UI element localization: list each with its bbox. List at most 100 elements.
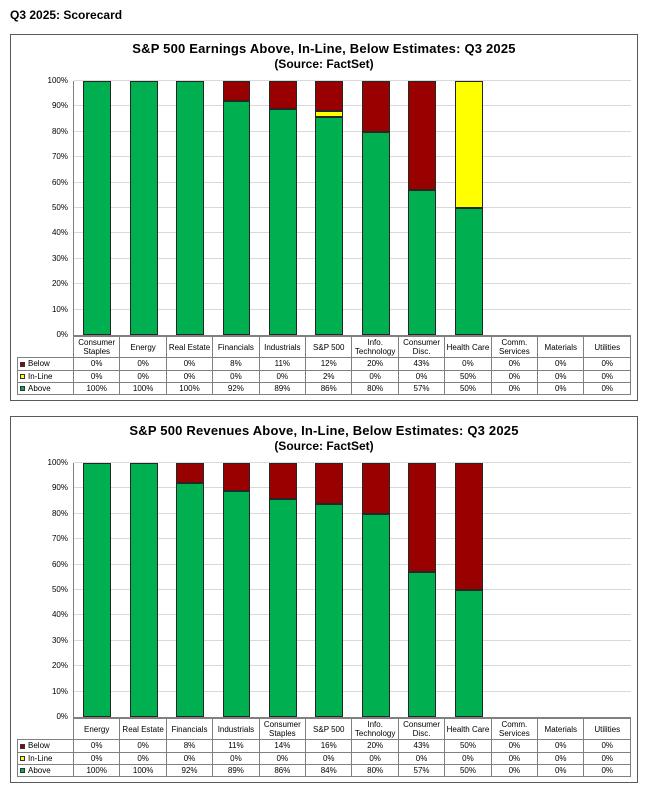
y-axis-tick-label: 20% xyxy=(51,661,68,671)
value-below-info-technology: 20% xyxy=(351,739,399,753)
category-header-comm-services: Comm. Services xyxy=(490,335,539,359)
bar-column-consumer-staples xyxy=(260,462,306,717)
y-axis-tick-label: 60% xyxy=(51,559,68,569)
bars-layer xyxy=(74,81,631,335)
bar-column-comm-services xyxy=(492,463,538,717)
gridline xyxy=(74,105,631,107)
value-below-utilities: 0% xyxy=(583,739,631,753)
gridline xyxy=(74,283,631,285)
category-header-utilities: Utilities xyxy=(583,335,631,359)
category-header-industrials: Industrials xyxy=(258,335,307,359)
bar-column-financials xyxy=(213,81,259,335)
value-below-info-technology: 20% xyxy=(351,357,399,371)
value-above-consumer-disc: 57% xyxy=(397,381,446,395)
value-below-materials: 0% xyxy=(537,739,585,753)
value-below-consumer-disc: 43% xyxy=(397,739,446,753)
category-header-energy: Energy xyxy=(119,335,167,359)
value-below-health-care: 50% xyxy=(444,739,492,753)
table-corner-cell xyxy=(18,337,74,358)
bar-segment-above-s-p-500 xyxy=(315,503,344,717)
value-in-line-utilities: 0% xyxy=(583,369,631,383)
bar-segment-above-consumer-disc xyxy=(408,572,437,717)
category-header-materials: Materials xyxy=(537,335,585,359)
bar-column-health-care xyxy=(445,462,491,717)
value-below-comm-services: 0% xyxy=(490,739,539,753)
bar-segment-below-industrials xyxy=(268,81,297,109)
value-above-utilities: 0% xyxy=(583,763,631,777)
gridline xyxy=(74,563,631,565)
bar-column-consumer-disc xyxy=(399,462,445,717)
value-above-utilities: 0% xyxy=(583,381,631,395)
value-above-s-p-500: 86% xyxy=(305,381,353,395)
bar-column-materials xyxy=(538,463,584,717)
bar-column-real-estate xyxy=(120,462,166,717)
bar-segment-above-health-care xyxy=(454,208,483,335)
gridline xyxy=(74,665,631,667)
bar-segment-above-consumer-staples xyxy=(268,498,297,717)
value-in-line-comm-services: 0% xyxy=(490,369,539,383)
earnings-scorecard-chart: S&P 500 Earnings Above, In-Line, Below E… xyxy=(10,34,638,401)
bar-column-financials xyxy=(167,462,213,717)
value-below-energy: 0% xyxy=(72,739,121,753)
category-header-consumer-staples: Consumer Staples xyxy=(258,717,307,741)
series-label-in-line: In-Line xyxy=(17,751,74,765)
chart-source-subtitle: (Source: FactSet) xyxy=(274,438,374,453)
value-above-s-p-500: 84% xyxy=(305,763,353,777)
scorecard-page: Q3 2025: Scorecard S&P 500 Earnings Abov… xyxy=(10,8,638,783)
value-in-line-industrials: 0% xyxy=(212,751,260,765)
bar-column-materials xyxy=(538,81,584,335)
bar-segment-above-health-care xyxy=(454,589,483,717)
y-axis-tick-label: 90% xyxy=(51,101,68,111)
series-row-above: Above 100% 100% 92% 89% 86% 84% 80% 57% 50% 0% 0% 0% xyxy=(17,763,631,777)
chart-title: S&P 500 Earnings Above, In-Line, Below E… xyxy=(132,41,516,56)
plot-area: 0% 10% 20% 30% 40% 50% 60% 70% 80% 90% 100% xyxy=(48,77,631,339)
bar-segment-below-financials xyxy=(176,462,204,484)
y-axis-tick-label: 0% xyxy=(56,330,68,339)
gridline xyxy=(74,614,631,616)
bar-segment-below-info-technology xyxy=(361,462,390,514)
series-row-below: Below 0% 0% 0% 8% 11% 12% 20% 43% 0% 0% 0% 0% xyxy=(17,357,631,371)
gridline xyxy=(74,207,631,208)
value-in-line-health-care: 0% xyxy=(444,751,492,765)
category-header-row: Consumer Staples Energy Real Estate Financi… xyxy=(18,335,631,359)
table-corner-cell xyxy=(18,718,74,739)
bar-segment-above-real-estate xyxy=(129,462,158,717)
value-above-real-estate: 100% xyxy=(119,763,167,777)
y-axis-tick-label: 50% xyxy=(51,584,68,594)
y-axis-tick-label: 70% xyxy=(51,152,68,162)
value-below-real-estate: 0% xyxy=(165,357,214,371)
value-below-utilities: 0% xyxy=(583,357,631,371)
chart-source-subtitle: (Source: FactSet) xyxy=(274,57,374,71)
category-header-consumer-disc: Consumer Disc. xyxy=(397,717,446,741)
y-axis-tick-label: 10% xyxy=(51,304,68,314)
gridline xyxy=(74,308,631,310)
value-below-comm-services: 0% xyxy=(490,357,539,371)
value-below-s-p-500: 16% xyxy=(305,739,353,753)
bar-segment-below-financials xyxy=(222,81,251,102)
value-in-line-s-p-500: 0% xyxy=(305,751,353,765)
bar-segment-above-consumer-disc xyxy=(408,190,437,335)
y-axis-tick-label: 80% xyxy=(51,126,68,136)
value-above-info-technology: 80% xyxy=(351,381,399,395)
value-in-line-materials: 0% xyxy=(537,369,585,383)
bar-segment-below-health-care xyxy=(454,462,483,590)
bar-column-industrials xyxy=(260,81,306,335)
y-axis-tick-label: 40% xyxy=(51,610,68,620)
category-header-health-care: Health Care xyxy=(444,717,492,741)
bar-segment-above-s-p-500 xyxy=(315,116,344,335)
bar-segment-below-consumer-disc xyxy=(408,462,437,573)
value-in-line-health-care: 50% xyxy=(444,369,492,383)
value-in-line-comm-services: 0% xyxy=(490,751,539,765)
bar-segment-in-line-health-care xyxy=(454,81,483,208)
value-above-industrials: 89% xyxy=(212,763,260,777)
value-in-line-energy: 0% xyxy=(119,369,167,383)
bar-segment-above-industrials xyxy=(222,490,251,717)
bar-segment-below-consumer-staples xyxy=(268,462,297,499)
bar-segment-below-industrials xyxy=(222,462,251,491)
bar-segment-above-industrials xyxy=(268,108,297,335)
bar-segment-above-energy xyxy=(129,81,158,335)
value-in-line-financials: 0% xyxy=(165,751,214,765)
value-above-energy: 100% xyxy=(119,381,167,395)
legend-swatch-above xyxy=(20,768,25,774)
series-label-below: Below xyxy=(17,357,74,371)
